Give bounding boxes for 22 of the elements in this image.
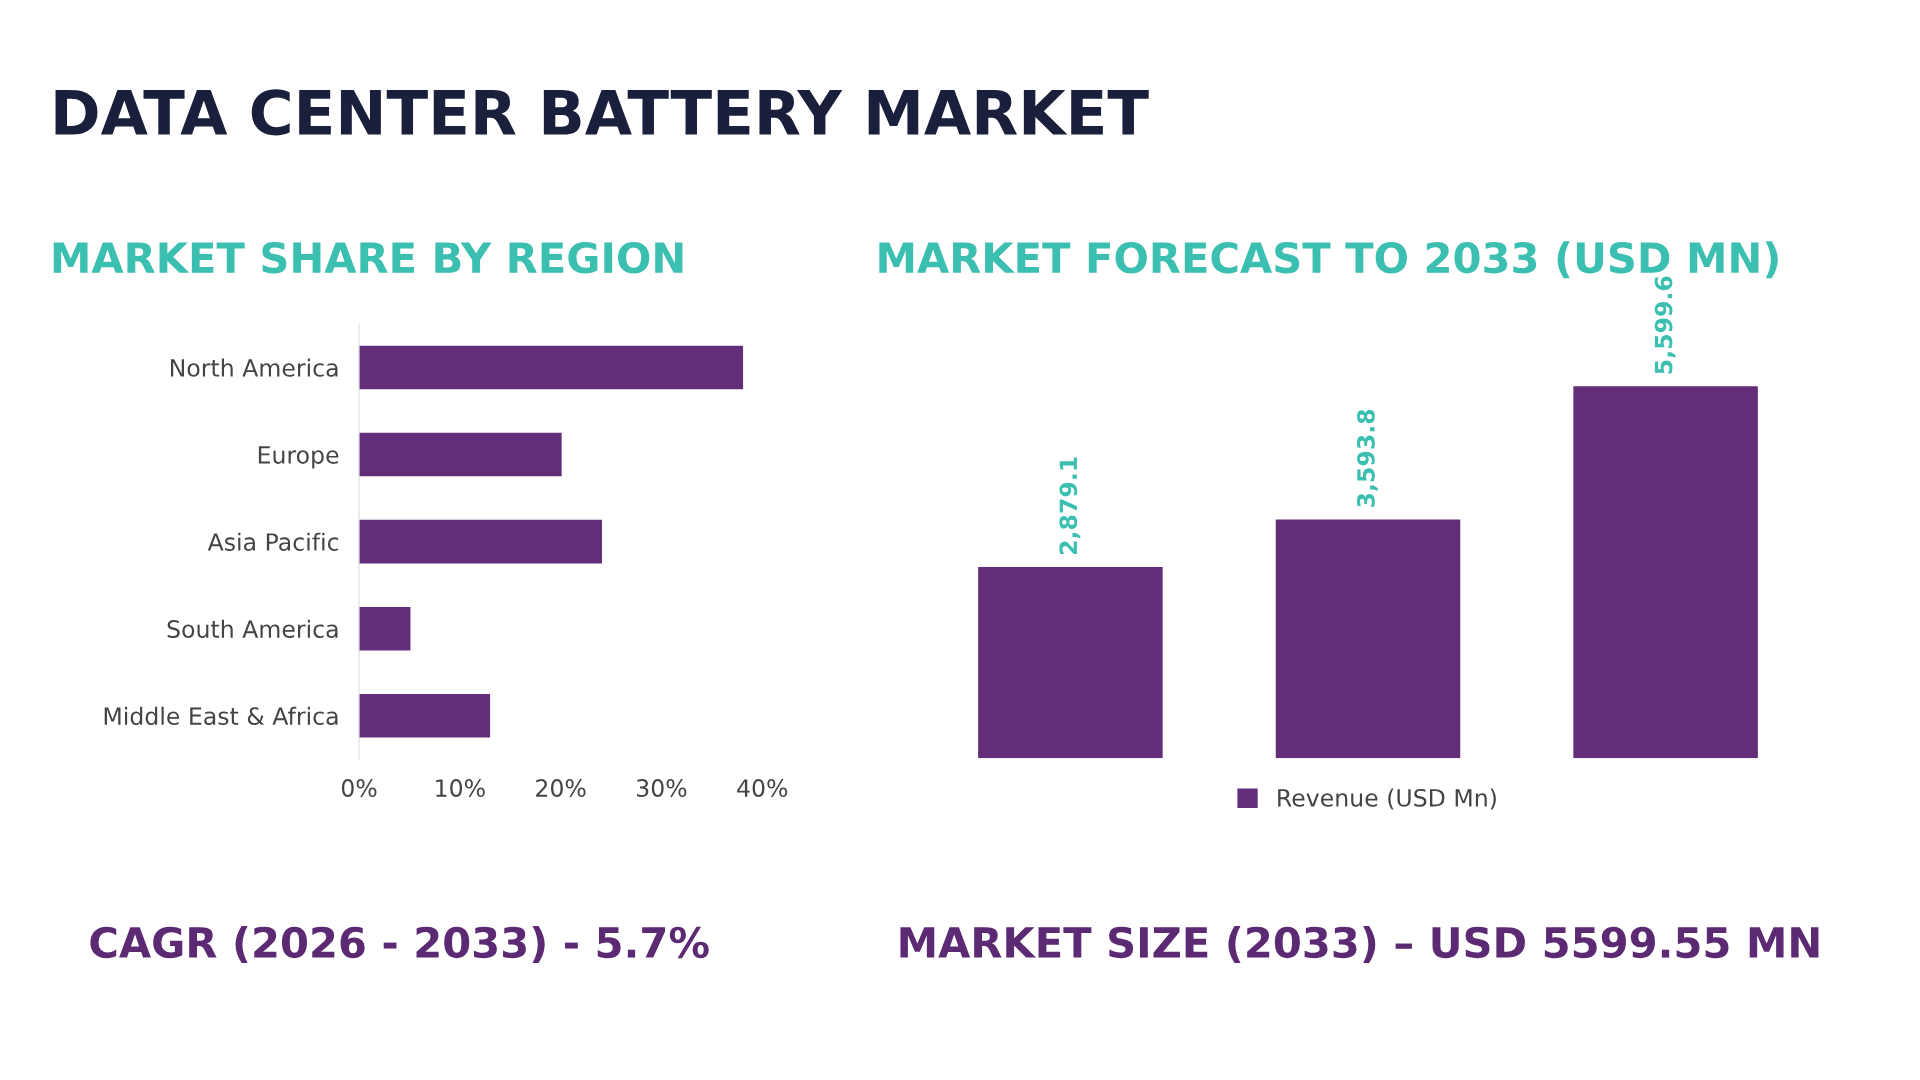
bar [359,606,411,651]
text: MARKET SIZE (2033) – USD 5599.55 MN [900,925,1819,964]
bar [359,432,562,477]
x-tick-label: 10% [436,779,485,797]
chart-title: DATA CENTER BATTERY MARKET [55,89,1149,136]
legend-label: Revenue (USD Mn) [1278,788,1496,810]
y-tick-label: Europe [258,446,339,469]
y-tick-label: Asia Pacific [207,532,339,551]
bar [359,693,491,738]
data-label: 3,593.8 [1356,409,1378,507]
x-tick-label: 40% [737,779,788,797]
chart-subtitle: MARKET SHARE BY REGION [53,241,683,274]
y-tick-label: Middle East & Africa [104,706,338,726]
x-tick-label: 0% [341,779,377,797]
text: CAGR (2026 - 2033) - 5.7% [90,925,709,964]
bar [359,519,602,564]
y-tick-label: North America [170,358,338,377]
data-label: 2,879.1 [1059,457,1081,555]
y-tick-label: South America [167,619,338,638]
x-tick-label: 20% [536,779,586,797]
bar [359,345,744,390]
x-tick-label: 30% [637,779,687,797]
